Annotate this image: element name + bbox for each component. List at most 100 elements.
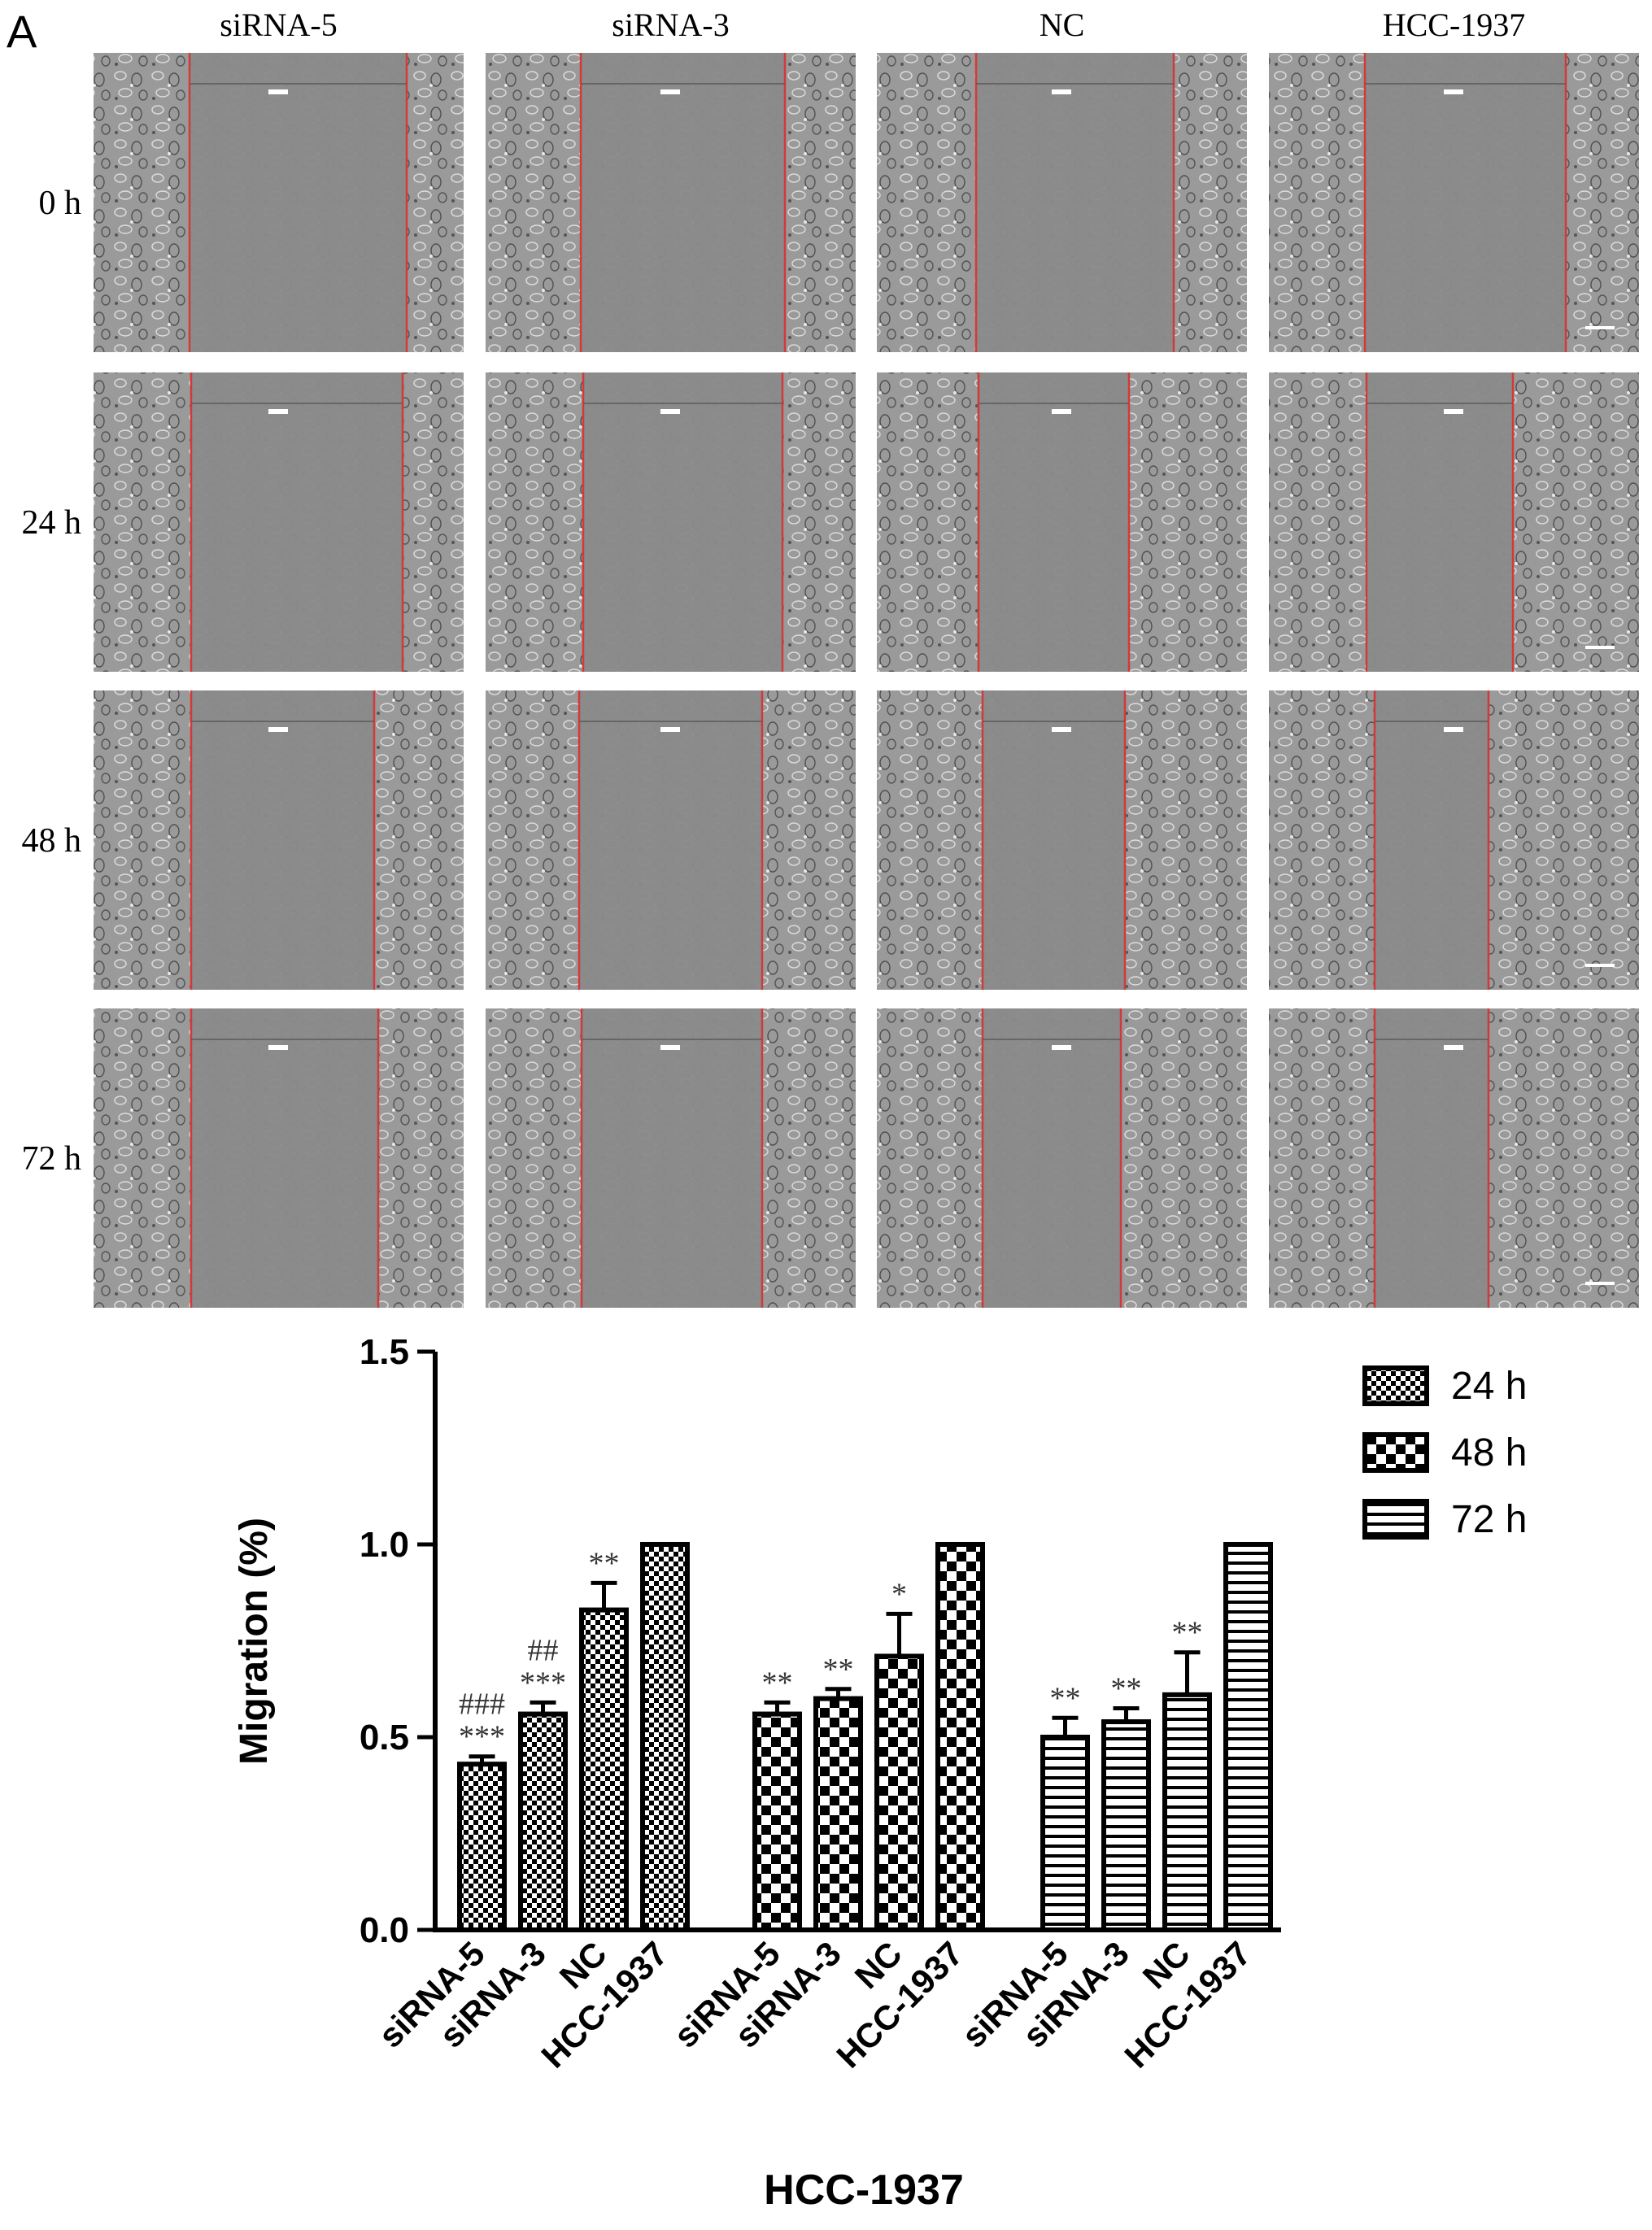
wound-gap <box>191 372 403 672</box>
measurement-marker <box>1444 1045 1463 1050</box>
micrograph-sirna-5-0-h <box>94 53 464 352</box>
bar-72-h-nc <box>1162 1692 1212 1932</box>
x-axis-label: HCC-1937 <box>764 2167 964 2214</box>
wound-gap <box>190 53 407 352</box>
measurement-marker <box>1444 727 1463 732</box>
bar-24-h-hcc-1937 <box>640 1542 690 1932</box>
significance-label: ** <box>1050 1681 1081 1715</box>
wound-gap <box>583 372 782 672</box>
wound-gap <box>976 53 1174 352</box>
legend-label-48-h: 48 h <box>1451 1431 1527 1474</box>
wound-gap <box>579 690 762 990</box>
micrograph-sirna-5-24-h <box>94 372 464 672</box>
bar-48-h-hcc-1937 <box>935 1542 985 1932</box>
bar-72-h-hcc-1937 <box>1223 1542 1273 1932</box>
column-header-sirna-3: siRNA-3 <box>612 7 729 43</box>
y-tick-label: 0.5 <box>360 1718 409 1757</box>
scale-bar <box>1585 646 1615 649</box>
micrograph-sirna-3-48-h <box>486 690 856 990</box>
scale-bar <box>1585 1282 1615 1285</box>
wound-gap <box>983 1008 1121 1308</box>
measurement-marker <box>1052 409 1071 414</box>
y-tick-label: 0.0 <box>360 1910 409 1950</box>
row-label-0-h: 0 h <box>39 185 82 222</box>
significance-label: *** <box>520 1666 566 1700</box>
measurement-marker <box>268 727 288 732</box>
wound-gap <box>191 690 374 990</box>
wound-gap <box>979 372 1129 672</box>
significance-label: ** <box>1172 1616 1203 1650</box>
micrograph-nc-0-h <box>877 53 1247 352</box>
measurement-marker <box>1444 409 1463 414</box>
significance-label: ** <box>823 1653 854 1687</box>
bar-24-h-nc <box>579 1607 629 1932</box>
micrograph-hcc-1937-0-h <box>1269 53 1639 352</box>
significance-label: *** <box>459 1720 505 1754</box>
measurement-marker <box>268 1045 288 1050</box>
legend-swatch-48-h <box>1362 1432 1429 1473</box>
bar-72-h-sirna-5 <box>1040 1735 1090 1932</box>
significance-label: ** <box>589 1546 620 1580</box>
bar-48-h-sirna-3 <box>813 1696 863 1932</box>
measurement-marker <box>660 89 680 94</box>
wound-gap <box>1366 372 1513 672</box>
wound-gap <box>1375 690 1489 990</box>
micrograph-nc-48-h <box>877 690 1247 990</box>
measurement-marker <box>1052 727 1071 732</box>
wound-gap <box>582 1008 762 1308</box>
micrograph-nc-24-h <box>877 372 1247 672</box>
column-header-nc: NC <box>1040 7 1085 43</box>
column-header-sirna-5: siRNA-5 <box>220 7 337 43</box>
significance-label: ### <box>459 1688 505 1722</box>
wound-gap <box>1375 1008 1489 1308</box>
row-label-24-h: 24 h <box>22 504 82 542</box>
panel-label: A <box>7 6 37 57</box>
micrograph-sirna-3-72-h <box>486 1008 856 1308</box>
y-tick-label: 1.5 <box>360 1332 409 1372</box>
scale-bar <box>1585 964 1615 967</box>
measurement-marker <box>1444 89 1463 94</box>
bar-48-h-sirna-5 <box>752 1711 802 1932</box>
bar-48-h-nc <box>874 1653 924 1932</box>
legend-swatch-72-h <box>1362 1499 1429 1540</box>
bar-72-h-sirna-3 <box>1101 1719 1151 1933</box>
scale-bar <box>1585 326 1615 329</box>
micrograph-hcc-1937-24-h <box>1269 372 1639 672</box>
micrograph-sirna-3-24-h <box>486 372 856 672</box>
micrograph-sirna-5-72-h <box>94 1008 464 1308</box>
micrograph-sirna-3-0-h <box>486 53 856 352</box>
micrograph-grid: siRNA-5 siRNA-3 NC HCC-1937 0 h 24 h 48 h 72 h <box>22 7 1639 1308</box>
measurement-marker <box>660 409 680 414</box>
micrograph-hcc-1937-48-h <box>1269 690 1639 990</box>
micrograph-sirna-5-48-h <box>94 690 464 990</box>
legend-label-24-h: 24 h <box>1451 1365 1527 1408</box>
row-label-72-h: 72 h <box>22 1140 82 1178</box>
significance-label: ## <box>528 1633 559 1667</box>
micrograph-hcc-1937-72-h <box>1269 1008 1639 1308</box>
measurement-marker <box>660 1045 680 1050</box>
bar-24-h-sirna-5 <box>457 1762 507 1932</box>
significance-label: ** <box>1111 1671 1142 1705</box>
wound-gap <box>1365 53 1566 352</box>
measurement-marker <box>1052 1045 1071 1050</box>
legend-label-72-h: 72 h <box>1451 1498 1527 1541</box>
column-header-hcc-1937: HCC-1937 <box>1383 7 1526 43</box>
wound-gap <box>983 690 1125 990</box>
row-label-48-h: 48 h <box>22 822 82 860</box>
bar-24-h-sirna-3 <box>518 1711 568 1932</box>
measurement-marker <box>1052 89 1071 94</box>
wound-gap <box>191 1008 378 1308</box>
wound-gap <box>581 53 785 352</box>
significance-label: ** <box>762 1666 793 1700</box>
micrograph-nc-72-h <box>877 1008 1247 1308</box>
legend-swatch-24-h <box>1362 1365 1429 1406</box>
measurement-marker <box>660 727 680 732</box>
measurement-marker <box>268 89 288 94</box>
significance-label: * <box>891 1577 907 1611</box>
measurement-marker <box>268 409 288 414</box>
legend: 24 h 48 h 72 h <box>1362 1365 1527 1541</box>
